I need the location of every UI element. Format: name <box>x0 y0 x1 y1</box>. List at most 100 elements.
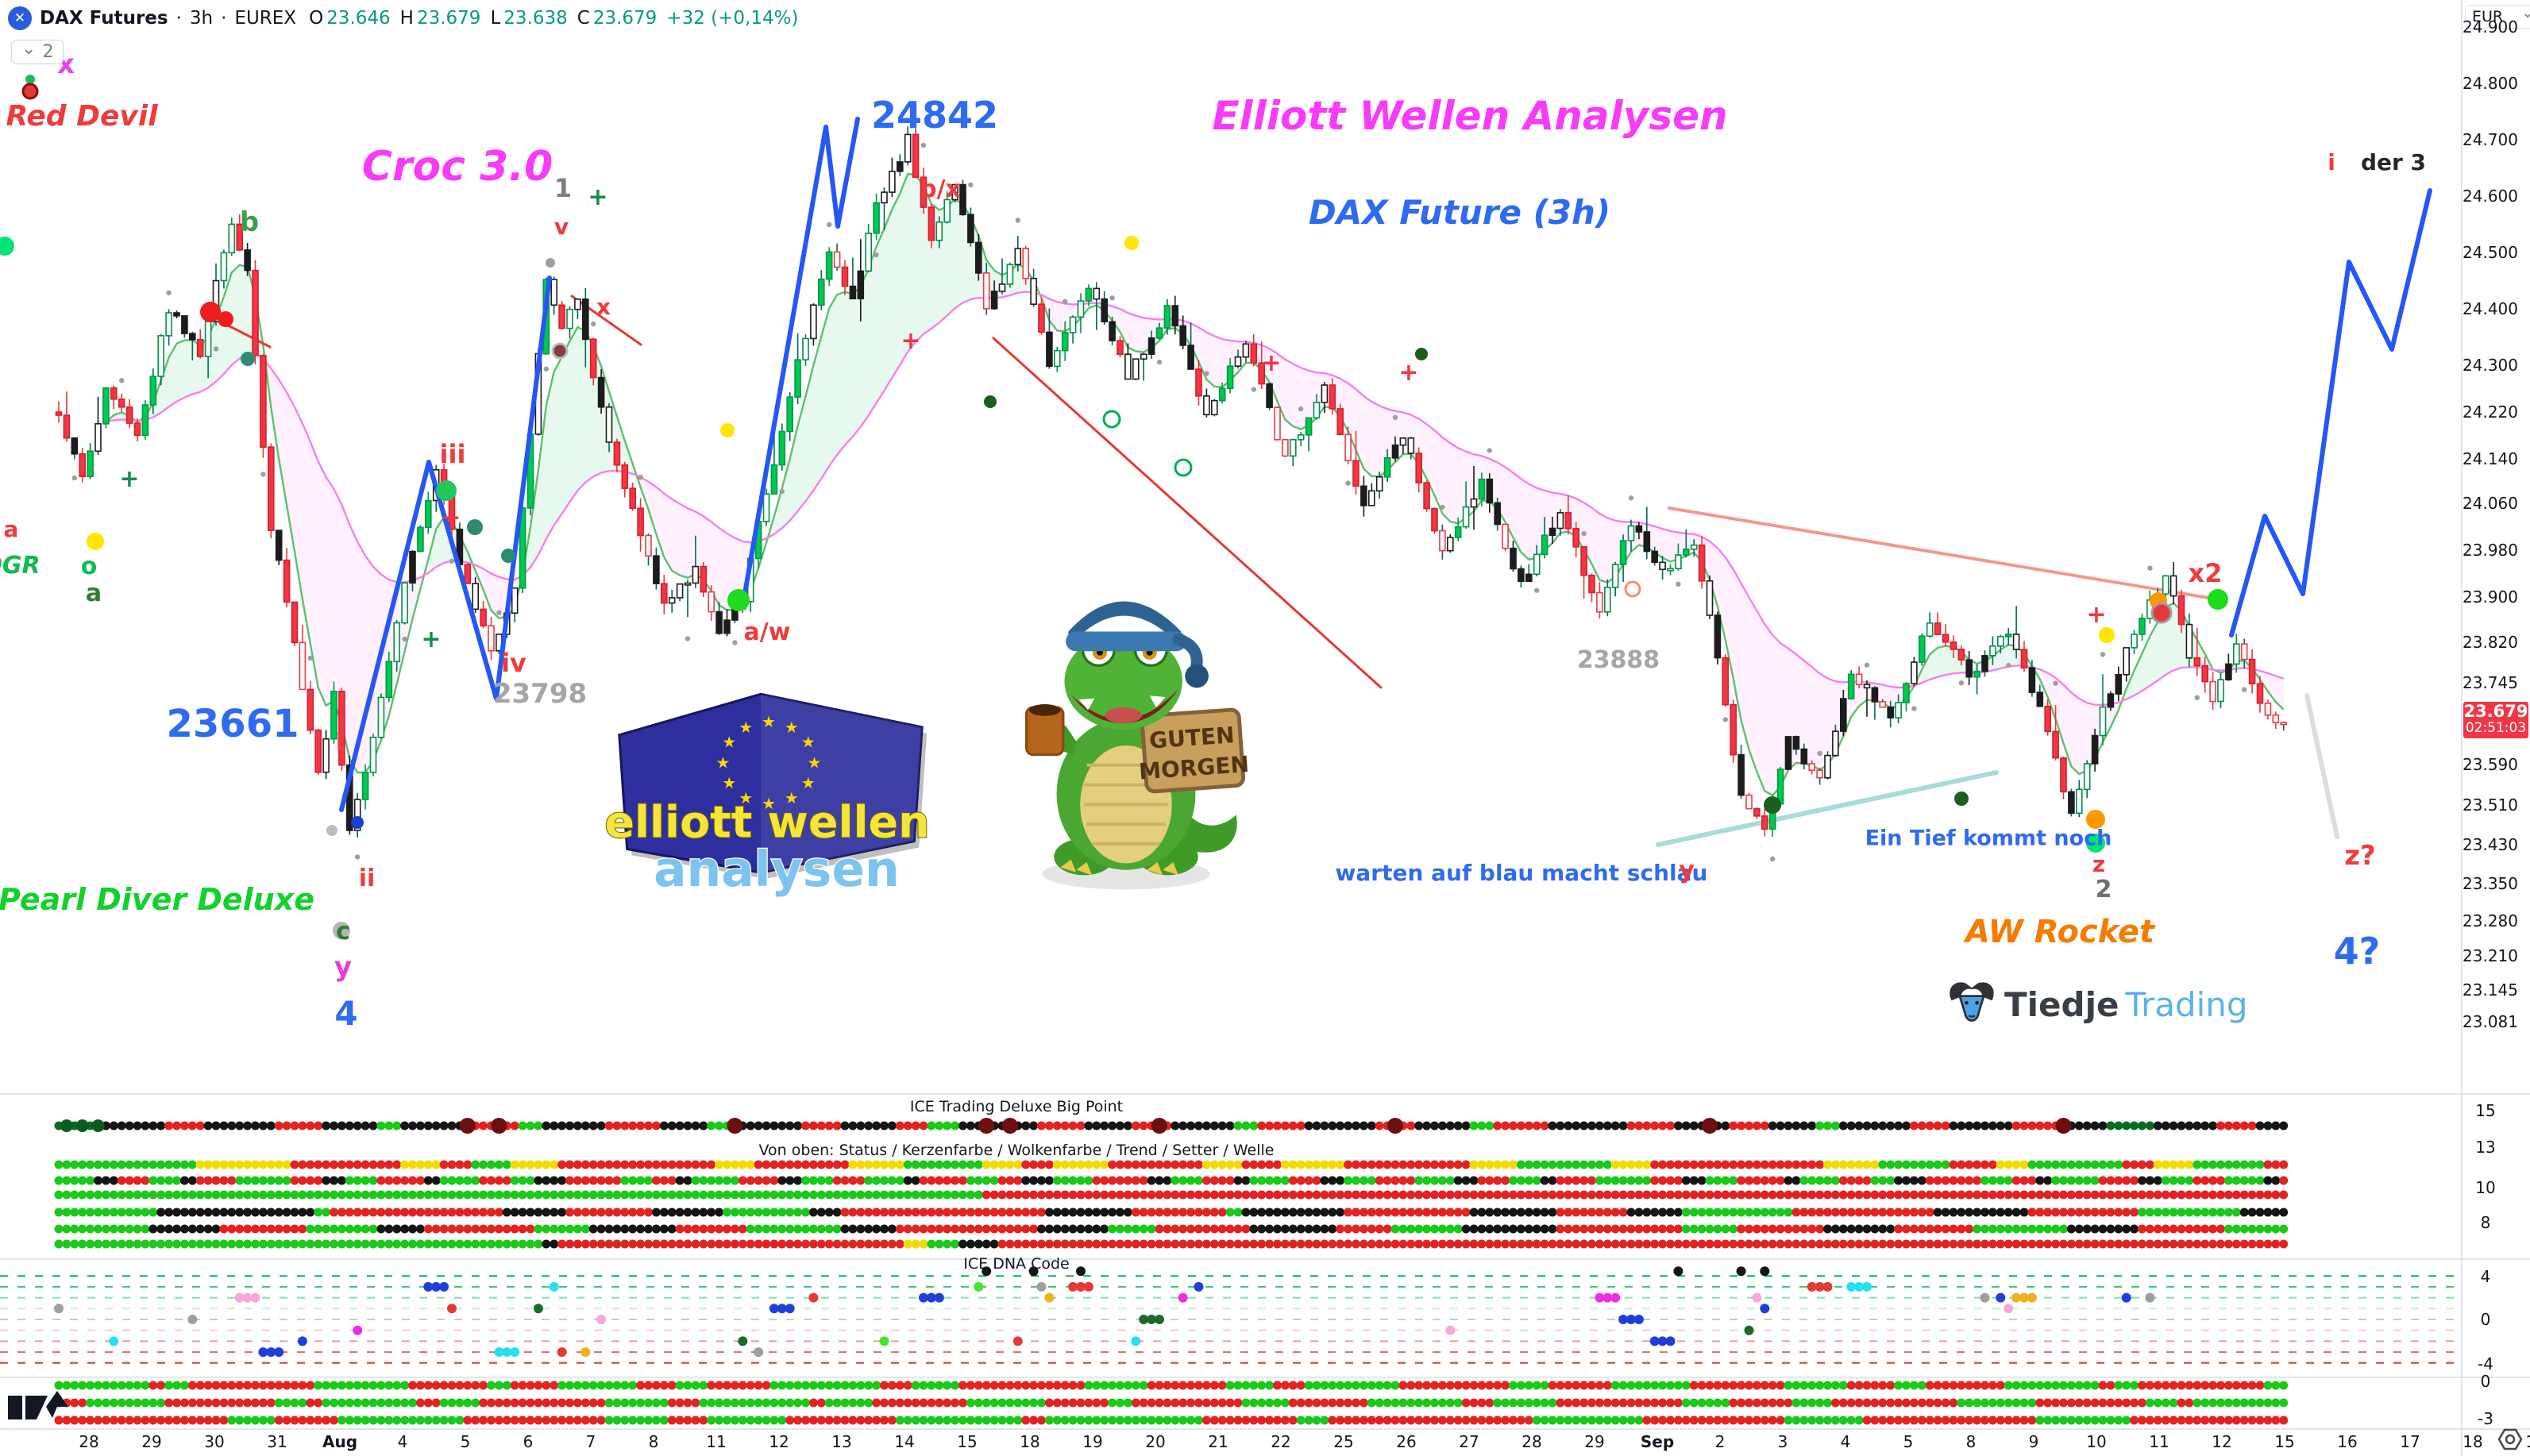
tiedje-text: Tiedje <box>2004 984 2119 1024</box>
price-axis-tick: 23.145 <box>2463 980 2518 1000</box>
price-axis-tick: 24.800 <box>2463 74 2518 93</box>
label-elliott-wellen-analysen[interactable]: Elliott Wellen Analysen <box>1212 93 1728 139</box>
pane-title-dna-code[interactable]: ICE DNA Code <box>963 1255 1070 1273</box>
time-axis-label: 22 <box>1271 1432 1291 1451</box>
label-wave-b[interactable]: b <box>239 206 260 238</box>
svg-text:+: + <box>1261 349 1281 377</box>
time-axis-label: 3 <box>1777 1432 1788 1451</box>
price-axis-tick: 24.220 <box>2463 403 2518 422</box>
time-axis-label: 2 <box>1714 1432 1726 1451</box>
symbol-interval[interactable]: 3h <box>189 8 214 29</box>
symbol-title[interactable]: DAX Futures <box>40 8 168 29</box>
currency-label: EUR <box>2472 8 2504 25</box>
price-axis-tick: 24.600 <box>2463 187 2518 206</box>
gear-icon[interactable] <box>2497 1426 2524 1453</box>
price-axis-tick: 23.980 <box>2463 541 2518 560</box>
croc-mascot-image: GUTEN MORGEN <box>1024 601 1250 890</box>
time-axis-label: 18 <box>1020 1432 1040 1451</box>
label-pearl-diver-deluxe[interactable]: Pearl Diver Deluxe <box>0 882 314 917</box>
tradingview-watermark-icon[interactable] <box>6 1389 79 1424</box>
label-aw-rocket[interactable]: AW Rocket <box>1965 914 2155 950</box>
label-ogr[interactable]: OGR <box>0 552 40 580</box>
label-z-question[interactable]: z? <box>2344 840 2376 872</box>
time-axis-label: Sep <box>1640 1432 1675 1451</box>
time-axis-label: 4 <box>1840 1432 1851 1451</box>
label-wave-ii[interactable]: ii <box>358 865 376 892</box>
time-axis-label: 8 <box>648 1432 659 1451</box>
svg-text:+: + <box>2086 601 2106 629</box>
label-23661[interactable]: 23661 <box>166 702 299 746</box>
svg-text:+: + <box>901 327 920 355</box>
label-wave-2[interactable]: 2 <box>2095 876 2112 903</box>
time-axis-label: 13 <box>831 1432 852 1451</box>
pane-title-big-point[interactable]: ICE Trading Deluxe Big Point <box>909 1098 1124 1115</box>
svg-text:+: + <box>441 504 461 532</box>
bull-icon <box>1950 982 1994 1022</box>
svg-text:★: ★ <box>801 774 816 792</box>
time-axis-label: 19 <box>1082 1432 1103 1451</box>
note-ein-tief-kommt-noch[interactable]: Ein Tief kommt noch <box>1865 826 2112 851</box>
label-x2[interactable]: x2 <box>2188 558 2223 588</box>
label-wave-iv[interactable]: iv <box>501 648 526 678</box>
price-axis-tick: 23.900 <box>2463 587 2518 607</box>
label-a-green[interactable]: a <box>85 580 102 607</box>
svg-text:+: + <box>119 465 139 493</box>
price-axis-tick: 23.210 <box>2463 946 2518 965</box>
label-wave-z[interactable]: z <box>2092 851 2106 877</box>
label-24842[interactable]: 24842 <box>870 94 999 137</box>
label-croc-3-0[interactable]: Croc 3.0 <box>361 143 553 191</box>
pane-axis-tick: 15 <box>2475 1101 2496 1120</box>
label-wave-y-magenta[interactable]: y <box>334 951 353 983</box>
time-axis-label: 15 <box>2274 1432 2295 1451</box>
svg-text:analysen: analysen <box>654 842 900 898</box>
symbol-exchange: EUREX <box>234 8 297 29</box>
time-axis-label: 8 <box>1965 1432 1977 1451</box>
eu-stars: ★★★★★★★★★ ★ ★★ <box>716 713 822 813</box>
label-wave-v[interactable]: v <box>553 214 569 240</box>
time-axis-label: 17 <box>2400 1432 2420 1451</box>
label-b-x[interactable]: b/x <box>920 175 961 203</box>
time-axis-label: 7 <box>585 1432 596 1451</box>
label-wave-x[interactable]: x <box>596 294 611 320</box>
chevron-down-icon: ⌄ <box>21 39 37 59</box>
pane-axis-tick: 8 <box>2480 1213 2491 1232</box>
note-warten-auf-blau[interactable]: warten auf blau macht schlau <box>1335 860 1708 886</box>
pane-axis-tick: 0 <box>2480 1372 2491 1391</box>
bar-countdown: 02:51:03 <box>2465 720 2527 736</box>
label-red-devil[interactable]: Red Devil <box>6 100 158 133</box>
label-wave-y-red[interactable]: y <box>1679 857 1695 884</box>
time-axis-label: 5 <box>1903 1432 1914 1451</box>
label-23888[interactable]: 23888 <box>1576 646 1660 674</box>
label-a-w[interactable]: a/w <box>743 618 791 646</box>
signal-markers: + + + + + + + + <box>0 75 2228 939</box>
symbol-legend[interactable]: ✕ DAX Futures · 3h · EUREX O 23.646 H 23.6… <box>8 6 798 30</box>
pane-axis-tick: 10 <box>2475 1178 2496 1197</box>
label-wave-iii[interactable]: iii <box>439 439 466 469</box>
label-4-question[interactable]: 4? <box>2333 930 2381 973</box>
pane-title-status-rows[interactable]: Von oben: Status / Kerzenfarbe / Wolkenf… <box>758 1142 1275 1159</box>
last-price-badge: 23.679 02:51:03 <box>2463 702 2528 738</box>
label-dax-future-3h[interactable]: DAX Future (3h) <box>1308 193 1611 232</box>
pane-axis-tick: 4 <box>2480 1267 2491 1286</box>
label-i-der3-rest[interactable]: der 3 <box>2360 149 2427 175</box>
time-axis-label: 15 <box>957 1432 978 1451</box>
ewa-flag-logo: ★★★★★★★★★ ★ ★★ elliott wellen analysen <box>604 692 931 899</box>
label-i-der3-i[interactable]: i <box>2328 149 2335 175</box>
time-axis-label: 12 <box>769 1432 789 1451</box>
price-axis-tick: 23.280 <box>2463 911 2518 930</box>
trading-text: Trading <box>2125 984 2248 1024</box>
noise-dots <box>71 142 2247 862</box>
label-23798[interactable]: 23798 <box>492 678 588 710</box>
svg-text:+: + <box>421 626 441 653</box>
label-o-green[interactable]: o <box>80 553 98 580</box>
price-axis-tick: 23.820 <box>2463 633 2518 652</box>
currency-selector[interactable]: EUR ⌄ <box>2465 4 2530 29</box>
label-wave-c[interactable]: c <box>336 918 350 946</box>
label-wave-4[interactable]: 4 <box>334 994 358 1033</box>
indicators-collapse-chip[interactable]: ⌄ 2 <box>11 39 64 64</box>
label-wave-1[interactable]: 1 <box>553 173 573 203</box>
label-a-red-left[interactable]: a <box>3 516 19 542</box>
label-wave-i[interactable]: i <box>335 729 345 757</box>
price-axis-tick: 23.745 <box>2463 673 2518 692</box>
